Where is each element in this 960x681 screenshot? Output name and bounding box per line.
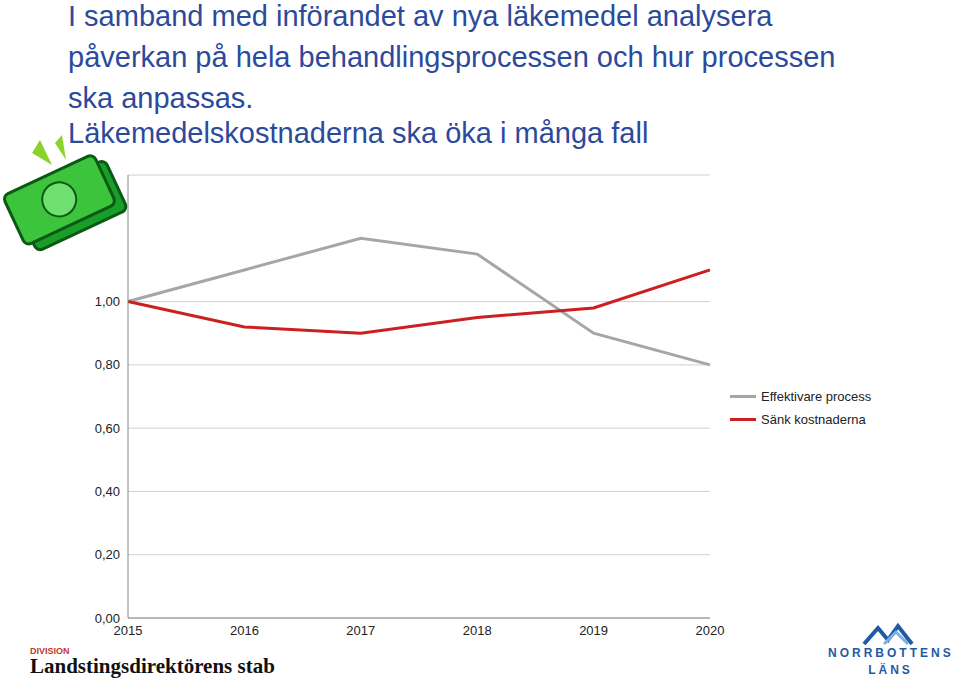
- svg-text:2019: 2019: [579, 623, 608, 638]
- svg-text:0,80: 0,80: [95, 357, 120, 372]
- html-text:Landstingsdirektörens stab: Landstingsdirektörens stab: [30, 654, 275, 678]
- svg-text:0,20: 0,20: [95, 547, 120, 562]
- svg-text:0,40: 0,40: [95, 484, 120, 499]
- html-text:Läkemedelskostnaderna ska öka: Läkemedelskostnaderna ska öka i många fa…: [68, 117, 649, 149]
- html-text:Effektivare process: Effektivare process: [761, 389, 872, 404]
- html-text:Sänk kostnaderna: Sänk kostnaderna: [761, 412, 866, 427]
- html-text:DIVISION: DIVISION: [30, 646, 70, 656]
- html-text:NORRBOTTENS: NORRBOTTENS: [828, 646, 954, 660]
- svg-text:2017: 2017: [346, 623, 375, 638]
- svg-text:2018: 2018: [463, 623, 492, 638]
- svg-text:1,00: 1,00: [95, 294, 120, 309]
- svg-text:0,60: 0,60: [95, 421, 120, 436]
- svg-text:0,00: 0,00: [95, 611, 120, 626]
- svg-text:2016: 2016: [230, 623, 259, 638]
- html-text:I samband med införandet av ny: I samband med införandet av nya läkemede…: [68, 0, 836, 114]
- svg-text:2020: 2020: [696, 623, 725, 638]
- svg-text:2015: 2015: [113, 623, 143, 639]
